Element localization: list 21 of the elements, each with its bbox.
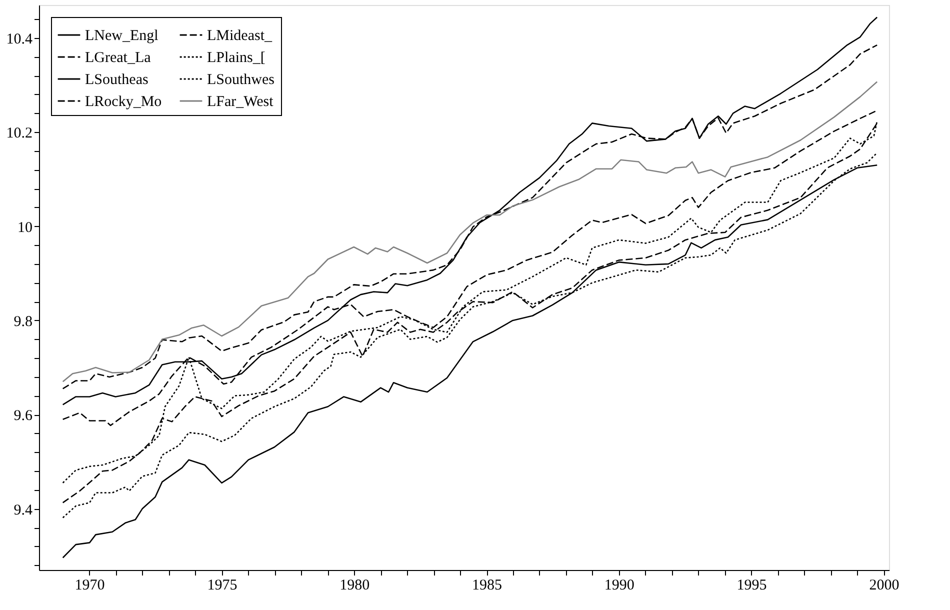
x-tick-label: 1970 [74,578,105,594]
legend-label: LPlains_[ [207,50,266,66]
legend-label: LFar_West [207,94,274,110]
y-tick-label: 9.6 [14,408,33,424]
legend-label: LRocky_Mo [85,94,162,110]
y-tick-label: 9.4 [14,502,33,518]
x-tick-label: 1990 [604,578,634,594]
legend-label: LSoutheas [85,72,148,88]
x-tick-label: 1980 [340,578,370,594]
y-tick-label: 10.4 [6,31,33,48]
y-tick-label: 9.8 [14,314,32,330]
x-tick-label: 1985 [472,578,502,594]
legend-label: LNew_Engl [85,28,158,44]
legend-label: LGreat_La [85,50,152,66]
legend-label: LSouthwes [207,72,275,88]
y-tick-label: 10.2 [6,126,32,142]
x-tick-label: 1975 [207,578,238,594]
y-tick-label: 10 [18,220,32,236]
x-tick-label: 1995 [736,578,767,594]
x-tick-label: 2000 [869,578,900,594]
legend-label: LMideast_ [207,28,272,44]
